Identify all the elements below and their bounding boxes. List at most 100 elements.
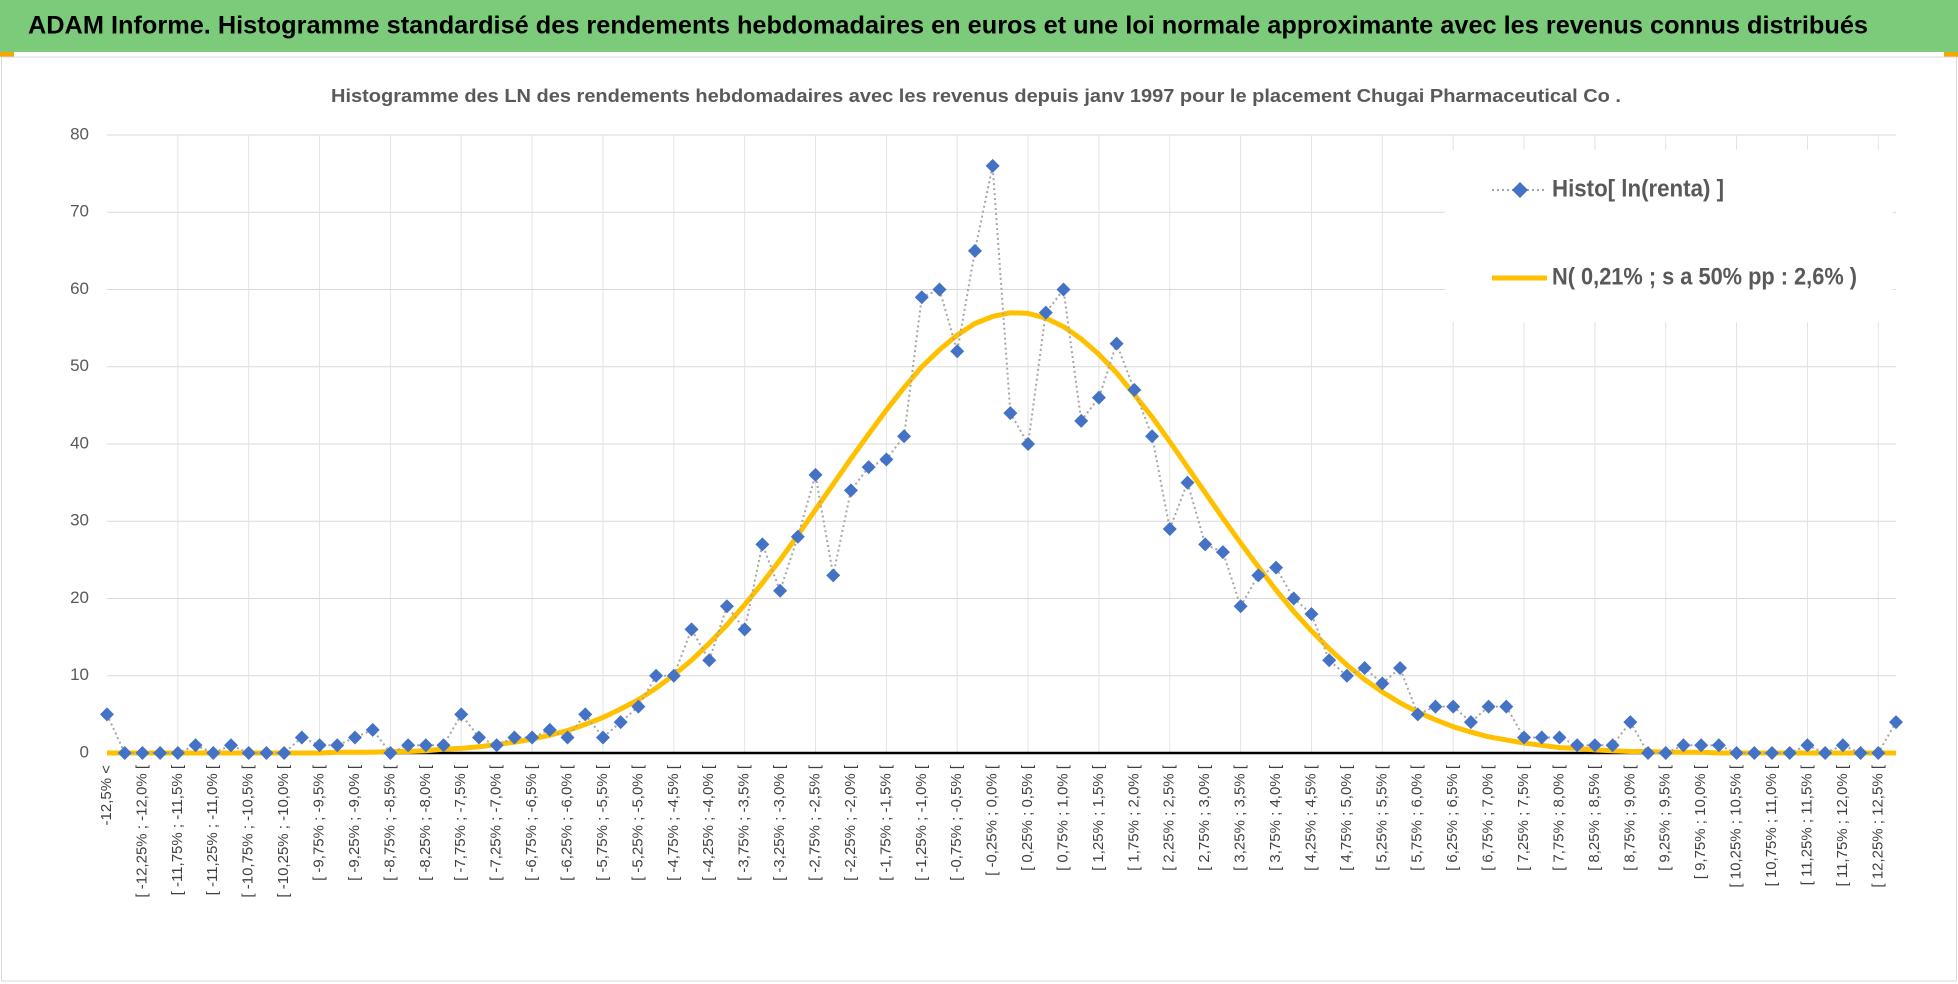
data-point — [702, 653, 717, 668]
x-tick-label: [ -3,75% ; -3,5% [ — [736, 764, 753, 881]
data-point — [773, 583, 788, 598]
data-point — [383, 746, 398, 760]
y-tick-label: 30 — [70, 511, 89, 530]
data-point — [1800, 738, 1815, 753]
data-point — [525, 730, 540, 745]
data-point — [826, 568, 841, 583]
data-point — [454, 707, 469, 722]
data-point — [507, 730, 522, 745]
data-point — [1782, 746, 1797, 760]
data-point — [312, 738, 327, 753]
x-tick-label: [ -10,25% ; -10,0% [ — [275, 764, 292, 897]
x-tick-label: [ -11,25% ; -11,0% [ — [204, 764, 221, 895]
legend-marker — [1512, 182, 1528, 198]
data-point — [471, 730, 486, 745]
chart-title: Histogramme des LN des rendements hebdom… — [331, 86, 1621, 106]
data-point — [1481, 699, 1496, 714]
data-point — [560, 730, 575, 745]
data-point — [1339, 668, 1354, 683]
data-point — [932, 282, 947, 297]
data-point — [1286, 591, 1301, 606]
x-tick-label: [ 10,75% ; 11,0% [ — [1763, 764, 1780, 886]
x-tick-label: [ 9,75% ; 10,0% [ — [1692, 764, 1709, 879]
data-point — [1889, 715, 1903, 730]
x-tick-label: [ -4,75% ; -4,5% [ — [665, 764, 682, 881]
data-point — [1694, 738, 1709, 753]
x-tick-label: [ 6,25% ; 6,5% [ — [1444, 764, 1461, 871]
data-point — [967, 243, 982, 258]
data-point — [1127, 382, 1142, 397]
data-point — [914, 290, 929, 305]
y-tick-label: 60 — [70, 279, 89, 298]
data-point — [1552, 730, 1567, 745]
chart-frame — [1, 56, 1957, 982]
x-tick-label: [ 11,75% ; 12,0% [ — [1834, 764, 1851, 886]
data-point — [1534, 730, 1549, 745]
data-point — [1357, 661, 1372, 676]
x-tick-label: [ -9,75% ; -9,5% [ — [311, 764, 328, 881]
page-title: ADAM Informe. Histogramme standardisé de… — [28, 12, 1868, 40]
x-tick-label: [ 5,75% ; 6,0% [ — [1409, 764, 1426, 871]
x-tick-label: [ -10,75% ; -10,5% [ — [240, 764, 257, 897]
data-point — [613, 715, 628, 730]
data-point — [1587, 738, 1602, 753]
data-point — [861, 460, 876, 475]
x-tick-label: [ 3,25% ; 3,5% [ — [1232, 764, 1249, 871]
x-tick-label: [ 0,75% ; 1,0% [ — [1054, 764, 1071, 871]
corner-mark — [1944, 52, 1958, 57]
y-tick-label: 0 — [80, 742, 89, 761]
x-tick-label: [ -0,25% ; 0,0% [ — [984, 764, 1001, 876]
data-point — [330, 738, 345, 753]
data-point — [170, 746, 185, 760]
data-point — [1074, 413, 1089, 428]
data-point — [1676, 738, 1691, 753]
data-point — [418, 738, 433, 753]
x-tick-label: [ -8,75% ; -8,5% [ — [381, 764, 398, 881]
data-point — [401, 738, 416, 753]
data-point — [259, 746, 274, 760]
data-point — [294, 730, 309, 745]
data-point — [1393, 661, 1408, 676]
x-tick-label: [ 1,25% ; 1,5% [ — [1090, 764, 1107, 871]
x-tick-label: [ -9,25% ; -9,0% [ — [346, 764, 363, 881]
data-point — [436, 738, 451, 753]
corner-mark — [0, 52, 14, 57]
data-point — [277, 746, 292, 760]
data-point — [223, 738, 238, 753]
x-tick-label: [ 2,75% ; 3,0% [ — [1196, 764, 1213, 871]
data-point — [1180, 475, 1195, 490]
x-tick-label: [ 8,25% ; 8,5% [ — [1586, 764, 1603, 871]
series-line — [107, 310, 1896, 756]
x-tick-label: [ 6,75% ; 7,0% [ — [1480, 764, 1497, 871]
x-tick-label: [ -1,75% ; -1,5% [ — [877, 764, 894, 881]
x-tick-label: [ -12,25% ; -12,0% [ — [133, 764, 150, 897]
data-point — [1091, 390, 1106, 405]
x-tick-label: [ -2,25% ; -2,0% [ — [842, 764, 859, 881]
data-point — [595, 730, 610, 745]
data-point — [985, 158, 1000, 173]
data-point — [1818, 746, 1833, 760]
data-point — [1765, 746, 1780, 760]
data-point — [1871, 746, 1886, 760]
data-point — [188, 738, 203, 753]
x-tick-label: [ -6,75% ; -6,5% [ — [523, 764, 540, 881]
data-point — [1853, 746, 1868, 760]
x-tick-label: [ 7,25% ; 7,5% [ — [1515, 764, 1532, 871]
data-point — [135, 746, 150, 760]
x-tick-label: [ 11,25% ; 11,5% [ — [1798, 764, 1815, 885]
data-point — [117, 746, 132, 760]
y-tick-label: 80 — [70, 124, 89, 143]
data-point — [1835, 738, 1850, 753]
data-point — [1711, 738, 1726, 753]
data-point — [649, 668, 664, 683]
x-tick-label: [ 4,75% ; 5,0% [ — [1338, 764, 1355, 871]
title-bar — [0, 0, 1958, 52]
data-point — [489, 738, 504, 753]
x-tick-label: -12,5% < — [98, 765, 115, 826]
data-point — [1145, 429, 1160, 444]
data-point — [1729, 746, 1744, 760]
x-tick-label: [ -3,25% ; -3,0% [ — [771, 764, 788, 881]
x-tick-label: [ -7,75% ; -7,5% [ — [452, 764, 469, 881]
data-point — [1658, 746, 1673, 760]
